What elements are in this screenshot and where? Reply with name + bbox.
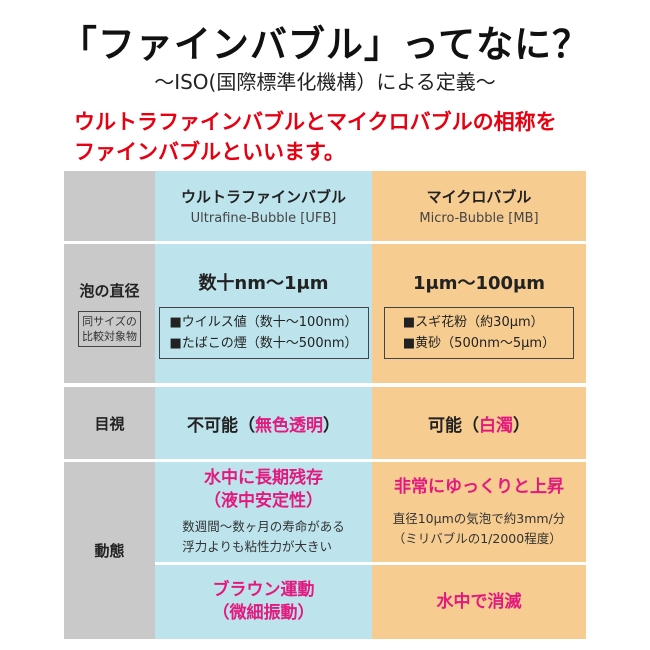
text-part: ） — [513, 415, 530, 436]
page-title: 「ファインバブル」ってなに？ — [59, 23, 591, 66]
row-label-visibility: 目視 — [64, 387, 155, 459]
ufb-visibility: 不可能（無色透明） — [155, 387, 372, 459]
headline: ブラウン運動 — [212, 580, 315, 600]
row-label-behavior: 動態 — [64, 462, 155, 639]
mb-visibility: 可能（白濁） — [372, 387, 586, 459]
header-ufb: ウルトラファインバブル Ultrafine-Bubble [UFB] — [155, 171, 372, 241]
headline: 非常にゆっくりと上昇 — [394, 476, 564, 497]
note-line: 数週間〜数ヶ月の寿命がある — [182, 519, 345, 534]
headline: （微細振動） — [212, 603, 315, 623]
highlight-text: 無色透明 — [255, 415, 323, 436]
lead-line-2: ファインバブルといいます。 — [74, 140, 345, 164]
ufb-behavior-2: ブラウン運動 （微細振動） — [155, 565, 372, 639]
sublabel-line: 比較対象物 — [82, 330, 137, 343]
ufb-examples-box: ■ウイルス値（数十〜100nm） ■たばこの煙（数十〜500nm） — [158, 306, 369, 359]
text-part: ） — [323, 415, 340, 436]
behavior-label: 動態 — [94, 542, 125, 560]
highlight-text: 白濁 — [479, 415, 513, 436]
headline: 水中に長期残存 — [204, 468, 323, 488]
mb-examples-box: ■スギ花粉（約30μm） ■黄砂（500nm〜5μm） — [383, 306, 575, 359]
row-label-diameter: 泡の直径 同サイズの 比較対象物 — [64, 244, 155, 383]
example-item: ■ウイルス値（数十〜100nm） — [169, 314, 358, 330]
mb-name-jp: マイクロバブル — [426, 188, 532, 206]
text-part: 不可能（ — [187, 415, 255, 436]
mb-behavior-1: 非常にゆっくりと上昇 直径10μmの気泡で約3mm/分 （ミリバブルの1/200… — [372, 462, 586, 562]
mb-visibility-text: 可能（白濁） — [428, 411, 530, 436]
mb-diameter-value: 1μm〜100μm — [412, 272, 546, 294]
ufb-diameter-value: 数十nm〜1μm — [198, 272, 329, 294]
lead-line-1: ウルトラファインバブルとマイクロバブルの相称を — [74, 110, 557, 134]
headline: 水中で消滅 — [436, 591, 522, 612]
ufb-name-en: Ultrafine-Bubble [UFB] — [190, 211, 337, 226]
header-corner — [64, 171, 155, 241]
ufb-behavior-1: 水中に長期残存 （液中安定性） 数週間〜数ヶ月の寿命がある 浮力よりも粘性力が大… — [155, 462, 372, 562]
example-item: ■スギ花粉（約30μm） — [402, 314, 544, 330]
headline: （液中安定性） — [204, 491, 323, 511]
ufb-name-jp: ウルトラファインバブル — [180, 188, 346, 206]
header-mb: マイクロバブル Micro-Bubble [MB] — [372, 171, 586, 241]
ufb-diameter: 数十nm〜1μm ■ウイルス値（数十〜100nm） ■たばこの煙（数十〜500n… — [155, 244, 372, 383]
example-item: ■黄砂（500nm〜5μm） — [402, 335, 556, 351]
visibility-label: 目視 — [94, 414, 125, 433]
mb-diameter: 1μm〜100μm ■スギ花粉（約30μm） ■黄砂（500nm〜5μm） — [372, 244, 586, 383]
note-line: 浮力よりも粘性力が大きい — [182, 539, 332, 554]
mb-name-en: Micro-Bubble [MB] — [419, 211, 539, 226]
example-item: ■たばこの煙（数十〜500nm） — [169, 335, 358, 351]
ufb-visibility-text: 不可能（無色透明） — [187, 411, 340, 436]
mb-behavior-2: 水中で消滅 — [372, 565, 586, 639]
comparison-label-box: 同サイズの 比較対象物 — [78, 311, 141, 347]
note-line: 直径10μmの気泡で約3mm/分 — [392, 510, 566, 526]
page-subtitle: 〜ISO(国際標準化機構）による定義〜 — [154, 70, 496, 94]
diameter-label: 泡の直径 — [79, 282, 140, 300]
note-line: （ミリバブルの1/2000程度） — [392, 530, 562, 546]
sublabel-line: 同サイズの — [82, 315, 137, 328]
text-part: 可能（ — [428, 415, 479, 436]
